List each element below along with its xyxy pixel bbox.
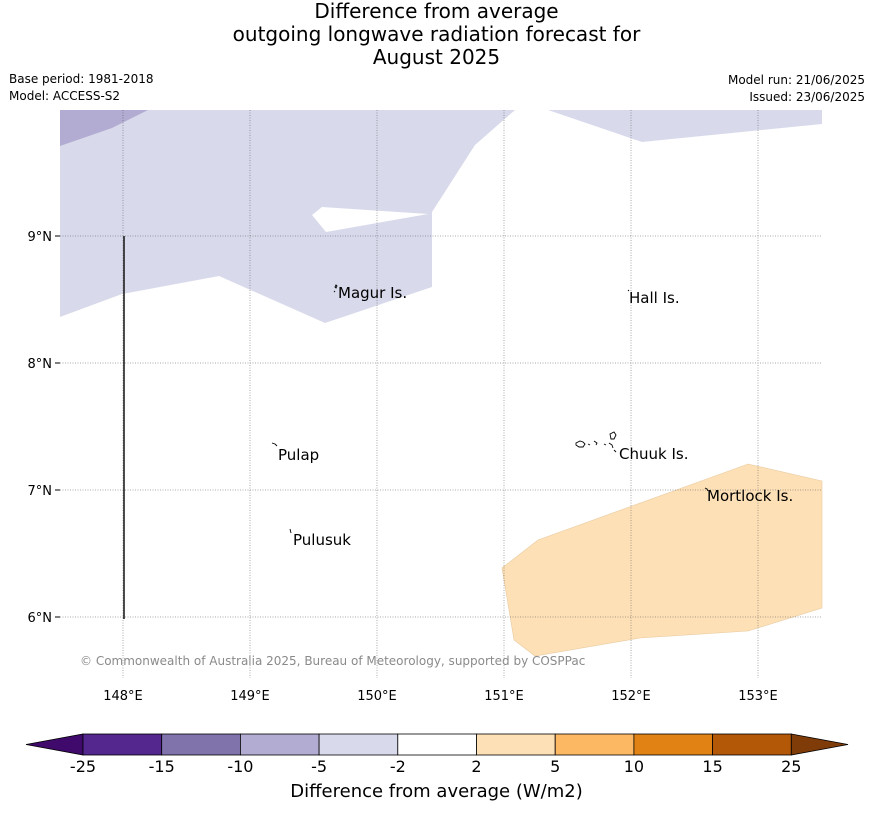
island-hall: [627, 289, 630, 292]
gridlines: [60, 110, 822, 678]
colorbar-segment: [239, 733, 320, 756]
colorbar-tick-label: 15: [702, 757, 722, 776]
colorbar: -25 -15 -10 -5 -2 2 5 10 15 25: [25, 733, 849, 776]
label-chuuk: Chuuk Is.: [619, 445, 688, 463]
lon-tick-148: 148°E: [103, 689, 143, 704]
anomaly-light-purple-region-2: [548, 110, 822, 142]
colorbar-tick-label: 2: [471, 757, 481, 776]
island-pulusuk: [289, 528, 292, 534]
lon-tick-152: 152°E: [611, 689, 651, 704]
island-magur: [333, 284, 338, 293]
map-area: Magur Is. Hall Is. Pulap Chuuk Is. Mortl…: [60, 110, 823, 678]
islands: [271, 284, 709, 534]
lon-tick-150: 150°E: [357, 689, 397, 704]
lat-tick-6: 6°N: [28, 611, 53, 626]
colorbar-segment: [161, 733, 241, 756]
colorbar-tick-label: 10: [624, 757, 644, 776]
colorbar-segment: [397, 733, 477, 756]
model-text: Model: ACCESS-S2: [9, 89, 121, 103]
colorbar-extend-max: [790, 733, 849, 756]
lat-tick-7: 7°N: [28, 484, 53, 499]
colorbar-segment: [554, 733, 635, 756]
colorbar-tick-label: -5: [311, 757, 327, 776]
colorbar-tick-label: -25: [70, 757, 96, 776]
title-line-3: August 2025: [372, 45, 501, 69]
island-chuuk: [575, 431, 617, 453]
lat-tick-8: 8°N: [28, 357, 53, 372]
colorbar-segment: [633, 733, 714, 756]
island-pulap: [271, 442, 278, 447]
colorbar-tick-label: -15: [149, 757, 175, 776]
copyright-text: © Commonwealth of Australia 2025, Bureau…: [80, 654, 585, 668]
lon-tick-153: 153°E: [738, 689, 778, 704]
colorbar-tick-label: -2: [390, 757, 406, 776]
label-mortlock: Mortlock Is.: [707, 487, 793, 505]
label-hall: Hall Is.: [629, 289, 680, 307]
title-line-2: outgoing longwave radiation forecast for: [232, 22, 641, 46]
label-pulusuk: Pulusuk: [293, 531, 351, 549]
colorbar-tick-label: 25: [781, 757, 801, 776]
colorbar-segment: [712, 733, 792, 756]
title-line-1: Difference from average: [314, 0, 559, 23]
model-run-text: Model run: 21/06/2025: [727, 73, 865, 87]
colorbar-segment: [318, 733, 399, 756]
colorbar-label: Difference from average (W/m2): [290, 781, 583, 802]
anomaly-light-purple-region: [60, 110, 515, 323]
lon-tick-149: 149°E: [230, 689, 270, 704]
colorbar-segment: [476, 733, 556, 756]
colorbar-segment: [82, 733, 163, 756]
lon-tick-151: 151°E: [484, 689, 524, 704]
colorbar-extend-min: [25, 733, 84, 756]
right-metadata: Model run: 21/06/2025 Issued: 23/06/2025: [728, 72, 865, 106]
map-title: Difference from average outgoing longwav…: [0, 0, 873, 69]
label-pulap: Pulap: [278, 446, 319, 464]
anomaly-medium-purple-region: [60, 110, 148, 146]
lat-tick-9: 9°N: [28, 230, 53, 245]
left-metadata: Base period: 1981-2018 Model: ACCESS-S2: [9, 71, 154, 105]
anomaly-light-orange-region: [501, 463, 823, 657]
colorbar-tick-label: 5: [550, 757, 560, 776]
island-mortlock: [704, 487, 709, 492]
base-period-text: Base period: 1981-2018: [9, 72, 154, 86]
colorbar-tick-label: -10: [227, 757, 253, 776]
issued-text: Issued: 23/06/2025: [749, 90, 865, 104]
label-magur: Magur Is.: [338, 284, 407, 302]
